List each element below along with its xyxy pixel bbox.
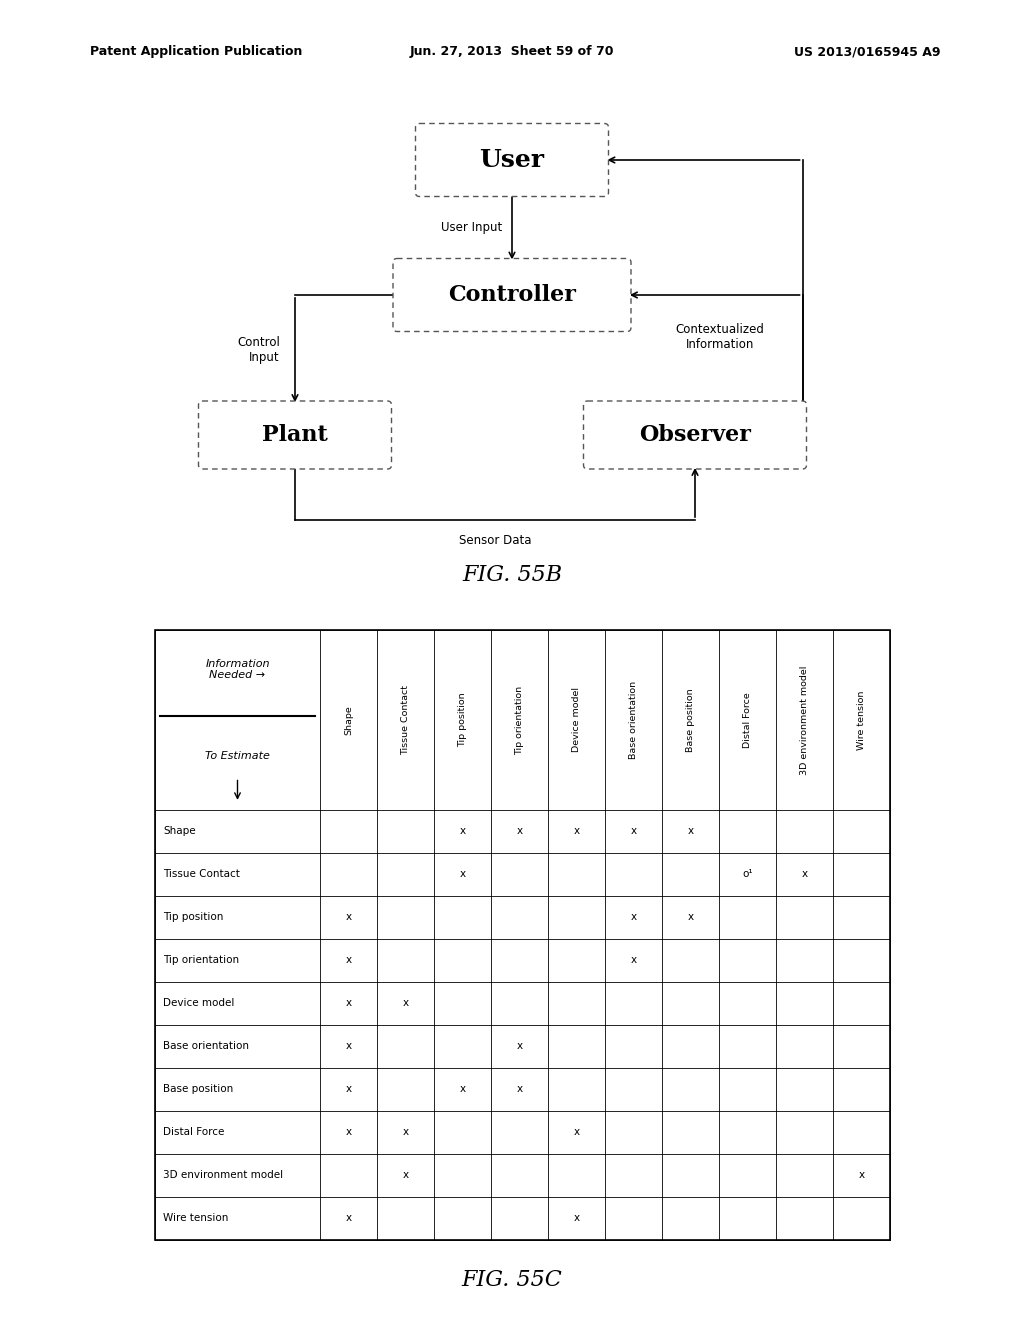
Text: Jun. 27, 2013  Sheet 59 of 70: Jun. 27, 2013 Sheet 59 of 70	[410, 45, 614, 58]
FancyBboxPatch shape	[584, 401, 807, 469]
Text: x: x	[687, 912, 693, 923]
Text: Device model: Device model	[163, 998, 234, 1008]
Text: x: x	[460, 826, 466, 837]
Text: 3D environment model: 3D environment model	[163, 1171, 283, 1180]
Text: x: x	[516, 1085, 522, 1094]
Text: Information
Needed →: Information Needed →	[205, 659, 269, 680]
Text: x: x	[460, 1085, 466, 1094]
Text: x: x	[631, 826, 637, 837]
Text: Shape: Shape	[344, 705, 353, 735]
Text: Tissue Contact: Tissue Contact	[401, 685, 410, 755]
Text: o¹: o¹	[742, 870, 753, 879]
FancyBboxPatch shape	[393, 259, 631, 331]
Text: 3D environment model: 3D environment model	[800, 665, 809, 775]
Text: Wire tension: Wire tension	[163, 1213, 228, 1224]
Text: Controller: Controller	[449, 284, 575, 306]
Text: x: x	[460, 870, 466, 879]
Text: x: x	[402, 998, 409, 1008]
Text: FIG. 55C: FIG. 55C	[462, 1269, 562, 1291]
Text: Tip position: Tip position	[163, 912, 223, 923]
FancyBboxPatch shape	[416, 124, 608, 197]
Text: Control
Input: Control Input	[238, 337, 280, 364]
Text: x: x	[516, 826, 522, 837]
Text: Wire tension: Wire tension	[857, 690, 866, 750]
Text: x: x	[631, 956, 637, 965]
Text: Base orientation: Base orientation	[629, 681, 638, 759]
Text: Base position: Base position	[163, 1085, 233, 1094]
Text: x: x	[345, 998, 351, 1008]
Text: x: x	[345, 912, 351, 923]
Text: x: x	[345, 1213, 351, 1224]
Text: Tissue Contact: Tissue Contact	[163, 870, 240, 879]
Text: x: x	[402, 1127, 409, 1138]
Text: x: x	[573, 1127, 580, 1138]
Text: To Estimate: To Estimate	[205, 751, 270, 760]
Text: User: User	[479, 148, 545, 172]
Text: x: x	[402, 1171, 409, 1180]
Text: x: x	[687, 826, 693, 837]
Text: x: x	[516, 1041, 522, 1052]
Text: Plant: Plant	[262, 424, 328, 446]
Text: FIG. 55B: FIG. 55B	[462, 564, 562, 586]
Text: Base position: Base position	[686, 688, 695, 752]
Text: Shape: Shape	[163, 826, 196, 837]
Text: Observer: Observer	[639, 424, 751, 446]
Text: x: x	[345, 1085, 351, 1094]
Text: US 2013/0165945 A9: US 2013/0165945 A9	[794, 45, 940, 58]
Text: Tip orientation: Tip orientation	[163, 956, 240, 965]
Text: x: x	[802, 870, 808, 879]
Text: Sensor Data: Sensor Data	[459, 535, 531, 546]
Text: x: x	[345, 1127, 351, 1138]
Text: Tip position: Tip position	[458, 693, 467, 747]
Bar	[155, 630, 890, 1239]
Text: User Input: User Input	[440, 220, 502, 234]
Text: x: x	[345, 956, 351, 965]
Text: x: x	[573, 826, 580, 837]
Text: Distal Force: Distal Force	[743, 692, 752, 748]
Text: Contextualized
Information: Contextualized Information	[675, 323, 764, 351]
Text: Distal Force: Distal Force	[163, 1127, 224, 1138]
Text: Tip orientation: Tip orientation	[515, 685, 524, 755]
Text: x: x	[858, 1171, 864, 1180]
Text: Base orientation: Base orientation	[163, 1041, 249, 1052]
Text: Patent Application Publication: Patent Application Publication	[90, 45, 302, 58]
FancyBboxPatch shape	[199, 401, 391, 469]
Text: x: x	[573, 1213, 580, 1224]
Text: x: x	[631, 912, 637, 923]
Text: x: x	[345, 1041, 351, 1052]
Text: Device model: Device model	[572, 688, 581, 752]
